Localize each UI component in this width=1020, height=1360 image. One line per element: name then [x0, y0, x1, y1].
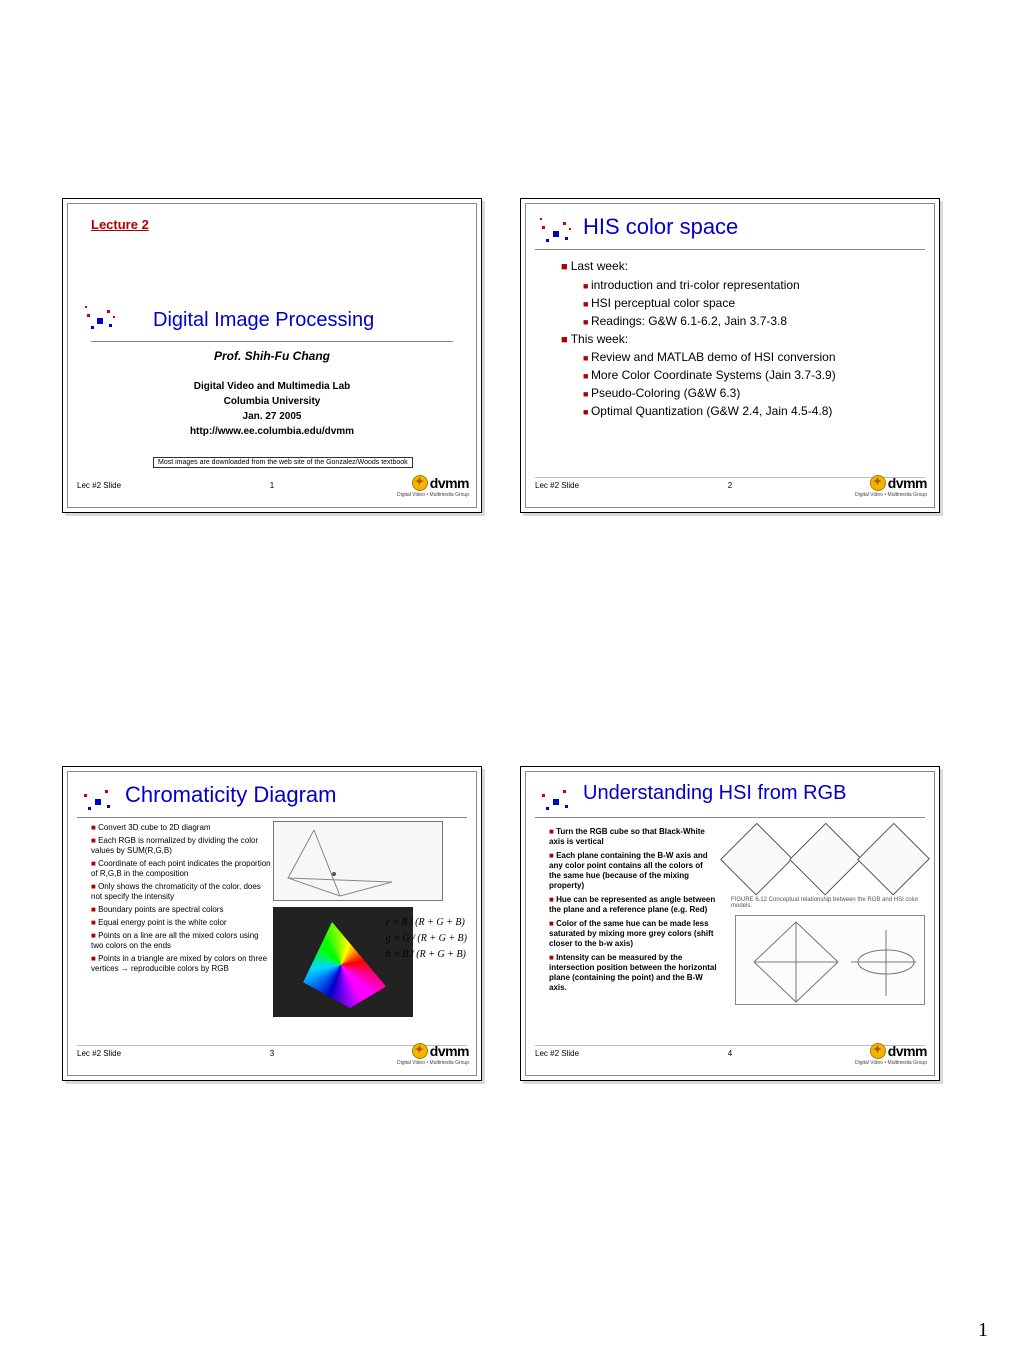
footer-label: Lec #2 Slide — [535, 1049, 579, 1058]
slide-body: Last week: introduction and tri-color re… — [561, 257, 919, 420]
figure-caption: FIGURE 6.12 Conceptual relationship betw… — [731, 897, 925, 909]
footer-rule — [535, 1045, 925, 1046]
brand-crest-icon — [870, 1043, 886, 1059]
slide-body: Convert 3D cube to 2D diagram Each RGB i… — [91, 823, 271, 977]
footer-label: Lec #2 Slide — [77, 1049, 121, 1058]
list-item: Boundary points are spectral colors — [91, 905, 271, 915]
heading-last-week: Last week: — [561, 257, 919, 276]
brand-logo: dvmm — [870, 1043, 927, 1059]
slide-number: 3 — [270, 1049, 274, 1058]
brand-crest-icon — [412, 475, 428, 491]
list-item: Equal energy point is the white color — [91, 918, 271, 928]
list-item: Convert 3D cube to 2D diagram — [91, 823, 271, 833]
title-rule — [535, 249, 925, 250]
slide-1: Lecture 2 Digital Image Processing Prof.… — [62, 198, 482, 513]
heading-this-week: This week: — [561, 330, 919, 349]
footer-rule — [77, 1045, 467, 1046]
list-item: Each plane containing the B-W axis and a… — [549, 851, 717, 891]
slide-body: Turn the RGB cube so that Black-White ax… — [549, 827, 717, 997]
rgb-cube-icon — [857, 823, 930, 896]
slide-number: 4 — [728, 1049, 732, 1058]
rgb-cube-icon — [789, 823, 862, 896]
affiliation-block: Digital Video and Multimedia Lab Columbi… — [63, 379, 481, 439]
lab-logo-icon — [79, 783, 119, 817]
list-item: Hue can be represented as angle between … — [549, 895, 717, 915]
figure-panel: FIGURE 6.12 Conceptual relationship betw… — [725, 823, 925, 1005]
professor: Prof. Shih-Fu Chang — [63, 349, 481, 363]
eq-b: b = B / (R + G + B) — [386, 947, 467, 963]
rgb-cube-icon — [720, 823, 793, 896]
brand-logo: dvmm — [870, 475, 927, 491]
list-item: Points on a line are all the mixed color… — [91, 931, 271, 951]
list-item: Intensity can be measured by the interse… — [549, 953, 717, 993]
slide-title: Understanding HSI from RGB — [583, 782, 846, 805]
slide-2: HIS color space Last week: introduction … — [520, 198, 940, 513]
hsi-geometry-figure — [735, 915, 925, 1005]
brand-logo: dvmm — [412, 1043, 469, 1059]
title-rule — [535, 817, 925, 818]
list-item: Coordinate of each point indicates the p… — [91, 859, 271, 879]
footer-rule — [535, 477, 925, 478]
brand-subtitle: Digital Video • Multimedia Group — [855, 492, 927, 498]
brand-text: dvmm — [888, 1043, 927, 1059]
footer-label: Lec #2 Slide — [77, 481, 121, 490]
page-number: 1 — [978, 1319, 988, 1342]
slide-number: 1 — [270, 481, 274, 490]
brand-crest-icon — [870, 475, 886, 491]
footer-label: Lec #2 Slide — [535, 481, 579, 490]
lab-logo-icon — [83, 304, 119, 334]
title-rule — [91, 341, 453, 342]
list-item: Color of the same hue can be made less s… — [549, 919, 717, 949]
slide-title: Chromaticity Diagram — [125, 782, 337, 808]
university: Columbia University — [63, 394, 481, 409]
url: http://www.ee.columbia.edu/dvmm — [63, 424, 481, 439]
image-credit-note: Most images are downloaded from the web … — [153, 457, 413, 468]
list-item: Optimal Quantization (G&W 2.4, Jain 4.5-… — [583, 402, 919, 420]
normalization-equations: r = R / (R + G + B) g = G / (R + G + B) … — [386, 915, 467, 963]
list-item: Points in a triangle are mixed by colors… — [91, 954, 271, 974]
slide-number: 2 — [728, 481, 732, 490]
list-item: Only shows the chromaticity of the color… — [91, 882, 271, 902]
brand-text: dvmm — [430, 475, 469, 491]
slide-title: HIS color space — [583, 214, 738, 240]
list-item: Each RGB is normalized by dividing the c… — [91, 836, 271, 856]
cube-diagrams-row — [725, 823, 925, 895]
page: Lecture 2 Digital Image Processing Prof.… — [0, 0, 1020, 1360]
brand-logo: dvmm — [412, 475, 469, 491]
list-item: More Color Coordinate Systems (Jain 3.7-… — [583, 366, 919, 384]
list-item: HSI perceptual color space — [583, 294, 919, 312]
list-item: Turn the RGB cube so that Black-White ax… — [549, 827, 717, 847]
slide-4: Understanding HSI from RGB Turn the RGB … — [520, 766, 940, 1081]
brand-subtitle: Digital Video • Multimedia Group — [397, 492, 469, 498]
gamut-linework-figure — [273, 821, 443, 901]
lecture-label: Lecture 2 — [91, 217, 149, 232]
list-item: introduction and tri-color representatio… — [583, 276, 919, 294]
eq-r: r = R / (R + G + B) — [386, 915, 467, 931]
lab-name: Digital Video and Multimedia Lab — [63, 379, 481, 394]
title-rule — [77, 817, 467, 818]
brand-crest-icon — [412, 1043, 428, 1059]
brand-subtitle: Digital Video • Multimedia Group — [855, 1060, 927, 1066]
list-item: Review and MATLAB demo of HSI conversion — [583, 348, 919, 366]
brand-text: dvmm — [430, 1043, 469, 1059]
date: Jan. 27 2005 — [63, 409, 481, 424]
brand-subtitle: Digital Video • Multimedia Group — [397, 1060, 469, 1066]
lab-logo-icon — [537, 783, 577, 817]
brand-text: dvmm — [888, 475, 927, 491]
list-item: Pseudo-Coloring (G&W 6.3) — [583, 384, 919, 402]
list-item: Readings: G&W 6.1-6.2, Jain 3.7-3.8 — [583, 312, 919, 330]
slide-3: Chromaticity Diagram Convert 3D cube to … — [62, 766, 482, 1081]
slide-title: Digital Image Processing — [153, 309, 374, 332]
eq-g: g = G / (R + G + B) — [386, 931, 467, 947]
lab-logo-icon — [537, 215, 577, 249]
